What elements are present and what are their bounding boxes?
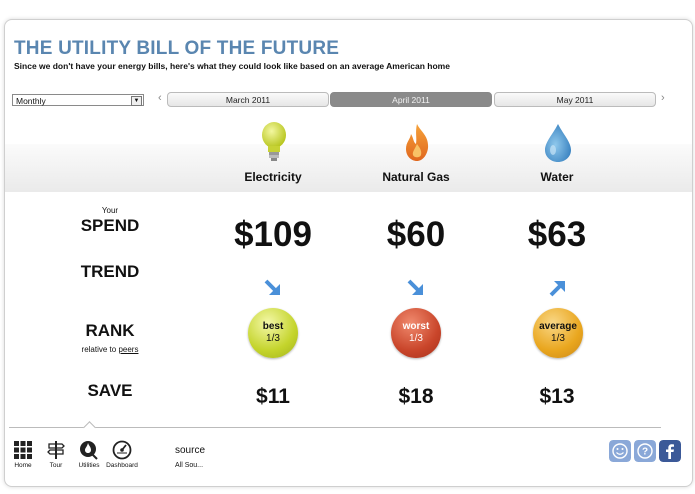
page-subtitle: Since we don't have your energy bills, h… [14, 61, 450, 71]
spend-natural-gas: $60 [386, 215, 446, 254]
trend-down-arrow-icon [407, 279, 423, 295]
spend-water: $63 [527, 215, 587, 254]
rank-value: best [262, 321, 284, 332]
save-natural-gas: $18 [398, 385, 434, 408]
svg-text:?: ? [642, 447, 648, 458]
rank-fraction: 1/3 [409, 333, 423, 344]
nav-utilities-label: Utilities [78, 462, 100, 469]
grid-icon [14, 441, 32, 459]
footer-divider [9, 427, 661, 428]
rank-sublabel: relative to peers [60, 345, 160, 354]
facebook-icon[interactable] [659, 440, 681, 462]
period-select[interactable]: Monthly ▼ [12, 94, 144, 106]
utility-bill-panel: THE UTILITY BILL OF THE FUTURE Since we … [4, 19, 693, 487]
rank-badge-electricity: best 1/3 [248, 308, 298, 358]
rank-label: RANK [85, 321, 135, 340]
spend-prefix: Your [101, 206, 119, 215]
utility-name-electricity: Electricity [244, 170, 302, 184]
utility-name-water: Water [540, 170, 574, 184]
footer-pointer [83, 421, 96, 434]
source-value[interactable]: All Sou... [175, 462, 204, 469]
help-icon[interactable]: ? [634, 440, 656, 462]
nav-dashboard-label: Dashboard [106, 462, 138, 469]
nav-tour-button[interactable]: Tour [36, 440, 76, 469]
spend-electricity: $109 [234, 215, 312, 254]
rank-value: average [539, 321, 577, 332]
month-tab-april[interactable]: April 2011 [330, 92, 492, 107]
rank-badge-water: average 1/3 [533, 308, 583, 358]
month-tab-may[interactable]: May 2011 [494, 92, 656, 107]
gauge-icon [112, 440, 132, 460]
nav-home-button[interactable]: Home [5, 440, 43, 469]
rank-fraction: 1/3 [266, 333, 280, 344]
rank-badge-natural-gas: worst 1/3 [391, 308, 441, 358]
utilities-icon [80, 441, 98, 460]
save-electricity: $11 [256, 385, 290, 408]
nav-utilities-button[interactable]: Utilities [69, 440, 109, 469]
spend-label: SPEND [80, 216, 140, 235]
month-tab-march[interactable]: March 2011 [167, 92, 329, 107]
smiley-icon[interactable] [609, 440, 631, 462]
chevron-down-icon[interactable]: ▼ [131, 96, 142, 106]
nav-tour-label: Tour [49, 462, 63, 469]
page-title: THE UTILITY BILL OF THE FUTURE [14, 38, 340, 59]
nav-home-label: Home [14, 462, 32, 469]
water-drop-icon [545, 124, 571, 162]
next-month-arrow[interactable]: › [661, 92, 665, 104]
utility-name-natural-gas: Natural Gas [382, 170, 450, 184]
source-title: source [175, 445, 206, 456]
prev-month-arrow[interactable]: ‹ [158, 92, 162, 104]
peers-link[interactable]: peers [118, 345, 139, 354]
period-select-value: Monthly [16, 96, 46, 106]
save-water: $13 [539, 385, 575, 408]
trend-label: TREND [80, 262, 140, 281]
trend-up-arrow-icon [549, 281, 565, 297]
flame-icon [406, 124, 429, 161]
trend-down-arrow-icon [264, 279, 280, 295]
save-label: SAVE [87, 381, 133, 400]
utility-header-band [5, 144, 692, 192]
rank-sub-prefix: relative to [81, 345, 117, 354]
signpost-icon [47, 441, 65, 459]
rank-value: worst [402, 321, 430, 332]
lightbulb-icon [262, 122, 286, 161]
rank-fraction: 1/3 [551, 333, 565, 344]
nav-dashboard-button[interactable]: Dashboard [102, 440, 142, 469]
